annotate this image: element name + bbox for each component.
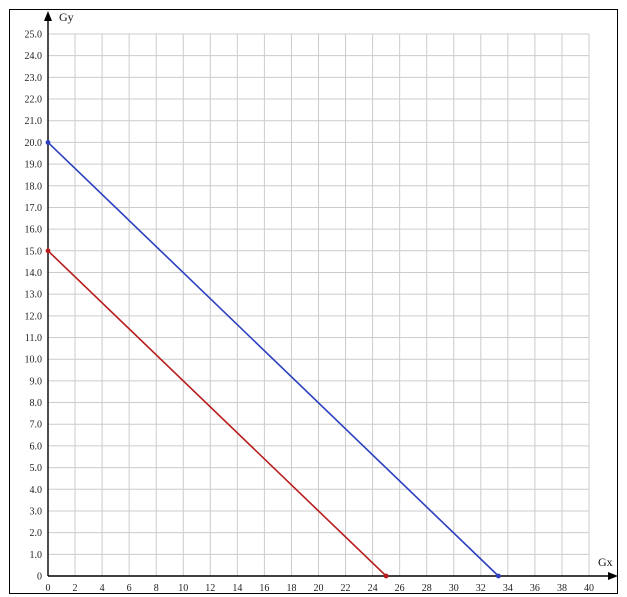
y-axis-arrow-icon — [44, 11, 52, 21]
y-tick-labels: 0 1.0 2.0 3.0 4.0 5.0 6.0 7.0 8.0 9.0 10.0 11.0 12.0… — [25, 30, 43, 583]
y-tick-label: 19.0 — [25, 160, 43, 171]
y-tick-label: 12.0 — [25, 311, 43, 322]
x-tick-label: 22 — [341, 583, 351, 594]
y-tick-label: 13.0 — [25, 290, 43, 301]
x-axis-title: Gx — [598, 555, 613, 569]
x-tick-label: 6 — [127, 583, 132, 594]
y-tick-label: 5.0 — [30, 463, 43, 474]
y-tick-label: 1.0 — [30, 550, 43, 561]
data-point — [45, 248, 51, 254]
y-axis-title: Gy — [59, 10, 74, 24]
x-tick-label: 8 — [154, 583, 159, 594]
x-tick-labels: 0 2 4 6 8 10 12 14 16 18 20 22 24 26 28 30 32 34 36 38 40 — [46, 583, 595, 594]
y-tick-label: 7.0 — [30, 420, 43, 431]
y-tick-label: 10.0 — [25, 355, 43, 366]
y-tick-label: 24.0 — [25, 51, 43, 62]
y-tick-label: 6.0 — [30, 441, 43, 452]
x-tick-label: 10 — [178, 583, 188, 594]
x-tick-label: 14 — [232, 583, 242, 594]
x-tick-label: 38 — [557, 583, 567, 594]
axes — [44, 11, 618, 580]
y-tick-label: 11.0 — [25, 333, 42, 344]
x-tick-label: 0 — [46, 583, 51, 594]
series-line — [47, 250, 387, 577]
y-tick-label: 17.0 — [25, 203, 43, 214]
x-tick-label: 24 — [368, 583, 378, 594]
x-tick-label: 20 — [314, 583, 324, 594]
y-tick-label: 2.0 — [30, 528, 43, 539]
y-tick-label: 15.0 — [25, 246, 43, 257]
y-tick-label: 4.0 — [30, 485, 43, 496]
x-tick-label: 2 — [73, 583, 78, 594]
y-tick-label: 25.0 — [25, 30, 43, 41]
y-tick-label: 14.0 — [25, 268, 43, 279]
y-tick-label: 16.0 — [25, 225, 43, 236]
series — [45, 140, 501, 579]
y-tick-label: 3.0 — [30, 506, 43, 517]
y-tick-label: 9.0 — [30, 376, 43, 387]
x-tick-label: 40 — [584, 583, 594, 594]
data-point — [383, 573, 389, 579]
series-2 — [45, 248, 389, 579]
x-tick-label: 32 — [476, 583, 486, 594]
data-point — [45, 140, 51, 145]
y-tick-label: 21.0 — [25, 116, 43, 127]
x-tick-label: 4 — [100, 583, 105, 594]
x-tick-label: 34 — [503, 583, 513, 594]
x-tick-label: 26 — [395, 583, 405, 594]
chart-frame — [9, 9, 618, 594]
x-tick-label: 16 — [259, 583, 269, 594]
x-tick-label: 12 — [205, 583, 215, 594]
grid — [47, 33, 590, 577]
data-point — [495, 573, 501, 579]
series-1 — [45, 140, 501, 579]
y-tick-label: 23.0 — [25, 73, 43, 84]
series-line — [47, 141, 499, 577]
y-tick-label: 22.0 — [25, 95, 43, 106]
x-tick-label: 36 — [530, 583, 540, 594]
y-tick-label: 8.0 — [30, 398, 43, 409]
x-tick-label: 28 — [422, 583, 432, 594]
y-tick-label: 0 — [37, 572, 42, 583]
y-tick-label: 20.0 — [25, 138, 43, 149]
x-tick-label: 18 — [286, 583, 296, 594]
y-tick-label: 18.0 — [25, 181, 43, 192]
x-axis-arrow-icon — [608, 572, 618, 580]
x-tick-label: 30 — [449, 583, 459, 594]
